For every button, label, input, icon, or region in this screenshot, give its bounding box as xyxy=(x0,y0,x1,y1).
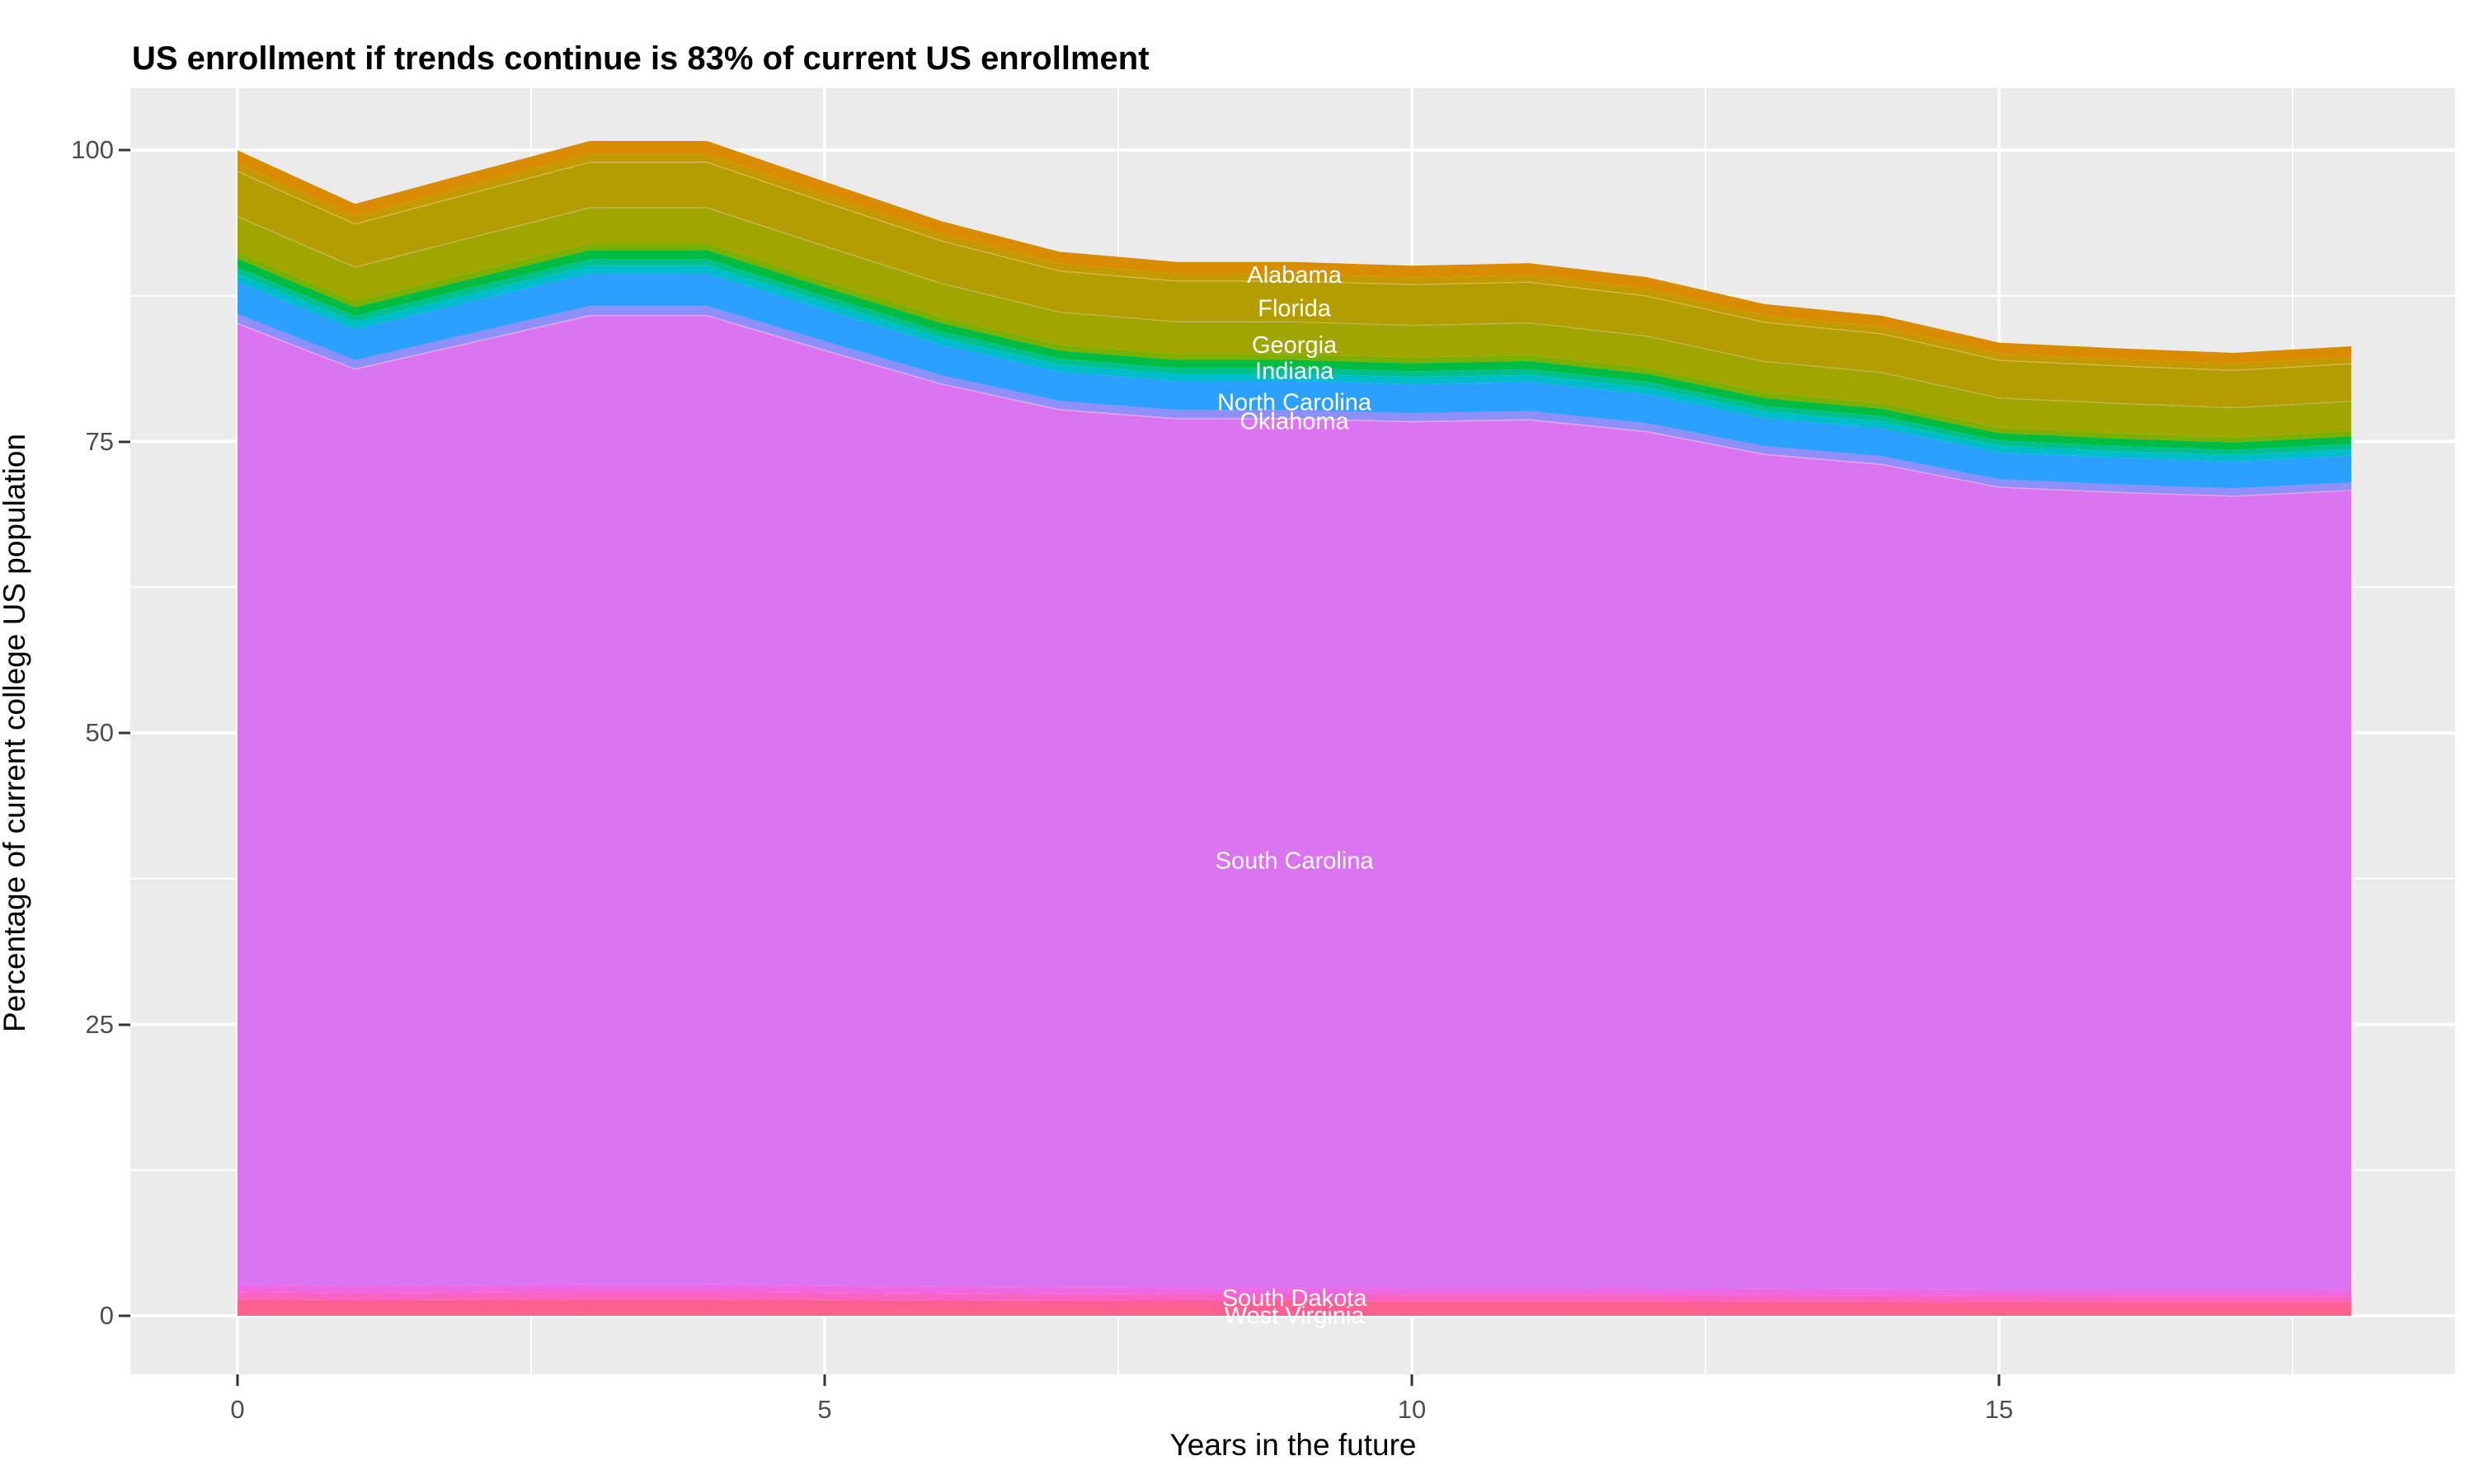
state-label-west-virginia: West Virginia xyxy=(1225,1303,1366,1329)
state-label-south-carolina: South Carolina xyxy=(1216,848,1375,874)
y-tick-mark-75 xyxy=(119,440,130,443)
y-tick-label-75: 75 xyxy=(85,426,114,456)
y-axis-title: Percentage of current college US populat… xyxy=(0,433,31,1033)
y-tick-label-0: 0 xyxy=(99,1301,114,1330)
y-tick-mark-50 xyxy=(119,731,130,735)
plot-panel: Alabama Florida Georgia Indiana North Caroli… xyxy=(130,88,2455,1374)
x-tick-label-0: 0 xyxy=(230,1395,245,1424)
state-label-georgia: Georgia xyxy=(1252,332,1338,359)
x-tick-label-10: 10 xyxy=(1397,1395,1427,1424)
area-north-carolina xyxy=(238,273,2352,489)
area-georgia xyxy=(238,208,2352,438)
y-tick-label-100: 100 xyxy=(71,135,114,164)
area-other-states-pink xyxy=(238,1292,2352,1303)
x-tick-mark-0 xyxy=(236,1374,239,1386)
x-tick-mark-10 xyxy=(1410,1374,1413,1386)
y-tick-mark-25 xyxy=(119,1023,130,1026)
x-tick-mark-15 xyxy=(1997,1374,2001,1386)
x-tick-mark-5 xyxy=(823,1374,826,1386)
y-tick-label-25: 25 xyxy=(85,1009,114,1039)
x-tick-label-5: 5 xyxy=(817,1395,832,1424)
x-tick-label-15: 15 xyxy=(1984,1395,2014,1424)
area-west-virginia xyxy=(238,1299,2352,1316)
y-tick-mark-100 xyxy=(119,148,130,152)
state-label-alabama: Alabama xyxy=(1247,262,1342,289)
y-tick-mark-0 xyxy=(119,1314,130,1317)
state-label-south-dakota: South Dakota xyxy=(1222,1285,1368,1312)
area-south-dakota xyxy=(238,1284,2352,1297)
state-label-florida: Florida xyxy=(1258,296,1332,322)
state-label-oklahoma: Oklahoma xyxy=(1240,408,1350,434)
x-axis-title: Years in the future xyxy=(1169,1428,1417,1462)
state-label-north-carolina: North Carolina xyxy=(1217,390,1372,416)
state-label-indiana: Indiana xyxy=(1255,358,1334,384)
area-florida xyxy=(238,162,2352,408)
area-south-carolina xyxy=(238,316,2352,1290)
y-tick-label-50: 50 xyxy=(85,718,114,747)
page-title: US enrollment if trends continue is 83% … xyxy=(132,40,1150,77)
